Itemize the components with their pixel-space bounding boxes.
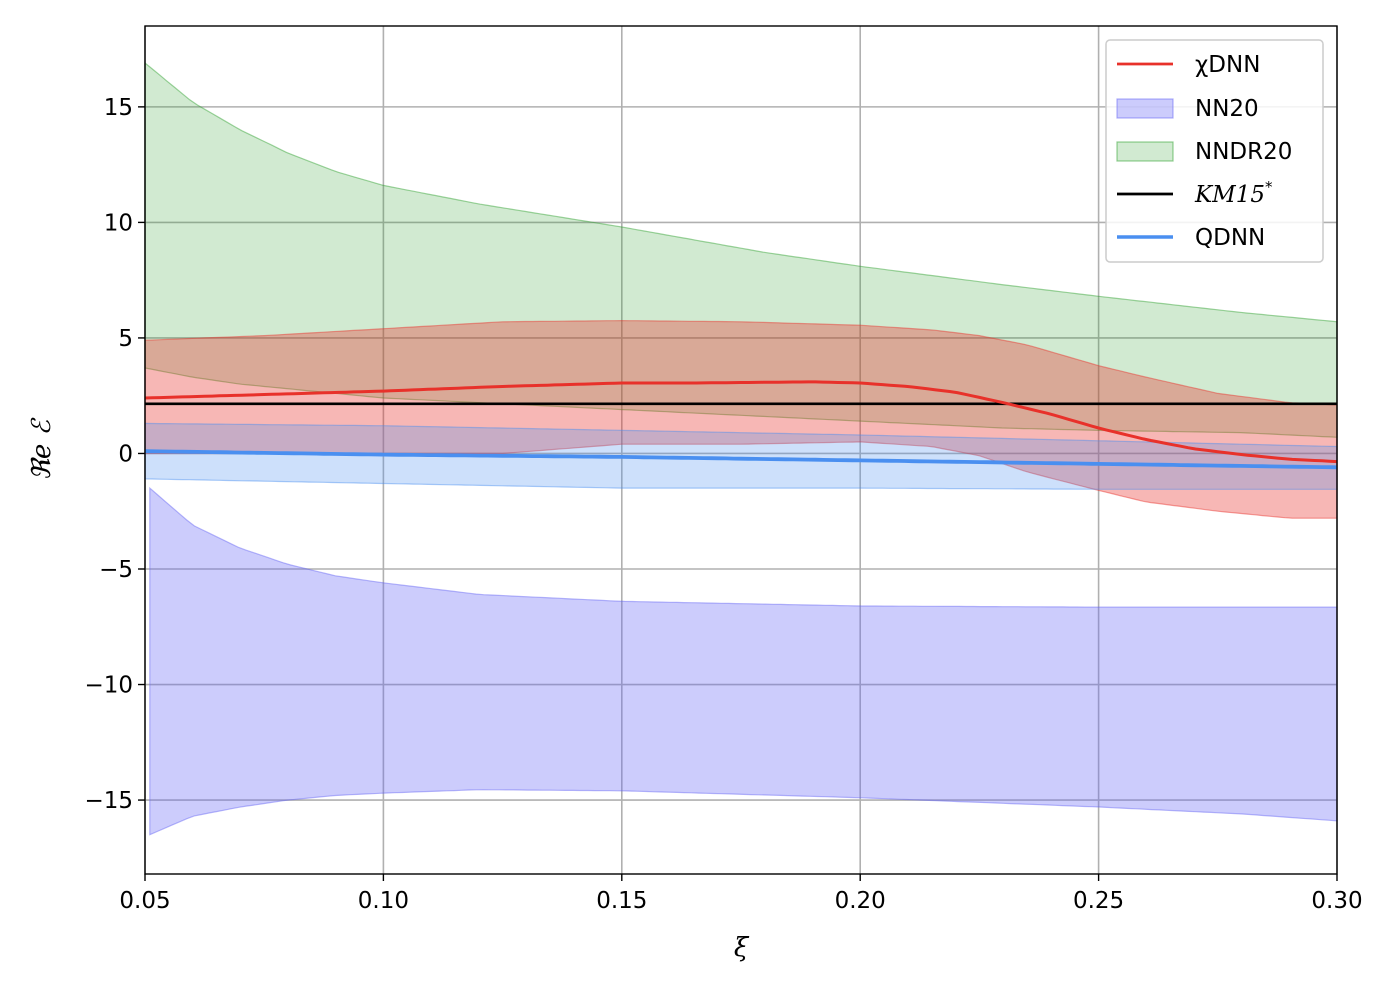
legend-swatch-nn20 bbox=[1116, 98, 1174, 119]
x-tick-label: 0.15 bbox=[596, 888, 647, 914]
legend-frame bbox=[1105, 39, 1324, 263]
x-tick-label: 0.05 bbox=[119, 888, 170, 914]
grid bbox=[144, 26, 1338, 874]
y-tick-label: 15 bbox=[104, 95, 133, 121]
x-ticks: 0.05 0.10 0.15 0.20 0.25 0.30 bbox=[119, 874, 1363, 914]
x-axis-label: ξ bbox=[734, 933, 750, 963]
legend-label-nn20: NN20 bbox=[1195, 96, 1259, 122]
y-tick-label: −10 bbox=[84, 673, 133, 699]
y-ticks: −15 −10 −5 0 5 10 15 bbox=[84, 95, 145, 814]
x-tick-label: 0.20 bbox=[835, 888, 886, 914]
legend-swatch-nndr20 bbox=[1116, 141, 1174, 162]
legend-label-nndr20: NNDR20 bbox=[1195, 139, 1292, 165]
legend: χDNN NN20 NNDR20 KM15* QDNN bbox=[1105, 39, 1324, 263]
plot-frame bbox=[144, 25, 1338, 875]
series-line-qdnn bbox=[144, 449, 1338, 470]
x-tick-label: 0.30 bbox=[1311, 888, 1362, 914]
y-tick-label: 0 bbox=[118, 441, 133, 467]
series-lines bbox=[144, 380, 1338, 470]
bands bbox=[144, 61, 1338, 836]
legend-label-dnn: χDNN bbox=[1195, 52, 1260, 78]
legend-label-km15: KM15* bbox=[1194, 178, 1273, 208]
y-tick-label: 5 bbox=[118, 326, 133, 352]
x-tick-label: 0.25 bbox=[1073, 888, 1124, 914]
y-tick-label: −15 bbox=[84, 788, 133, 814]
series-line-dnn bbox=[144, 380, 1338, 464]
legend-label-qdnn: QDNN bbox=[1195, 225, 1265, 251]
x-tick-label: 0.10 bbox=[358, 888, 409, 914]
y-tick-label: 10 bbox=[104, 210, 133, 236]
y-tick-label: −5 bbox=[99, 557, 133, 583]
y-axis-label: ℜe ℰ bbox=[27, 417, 57, 480]
